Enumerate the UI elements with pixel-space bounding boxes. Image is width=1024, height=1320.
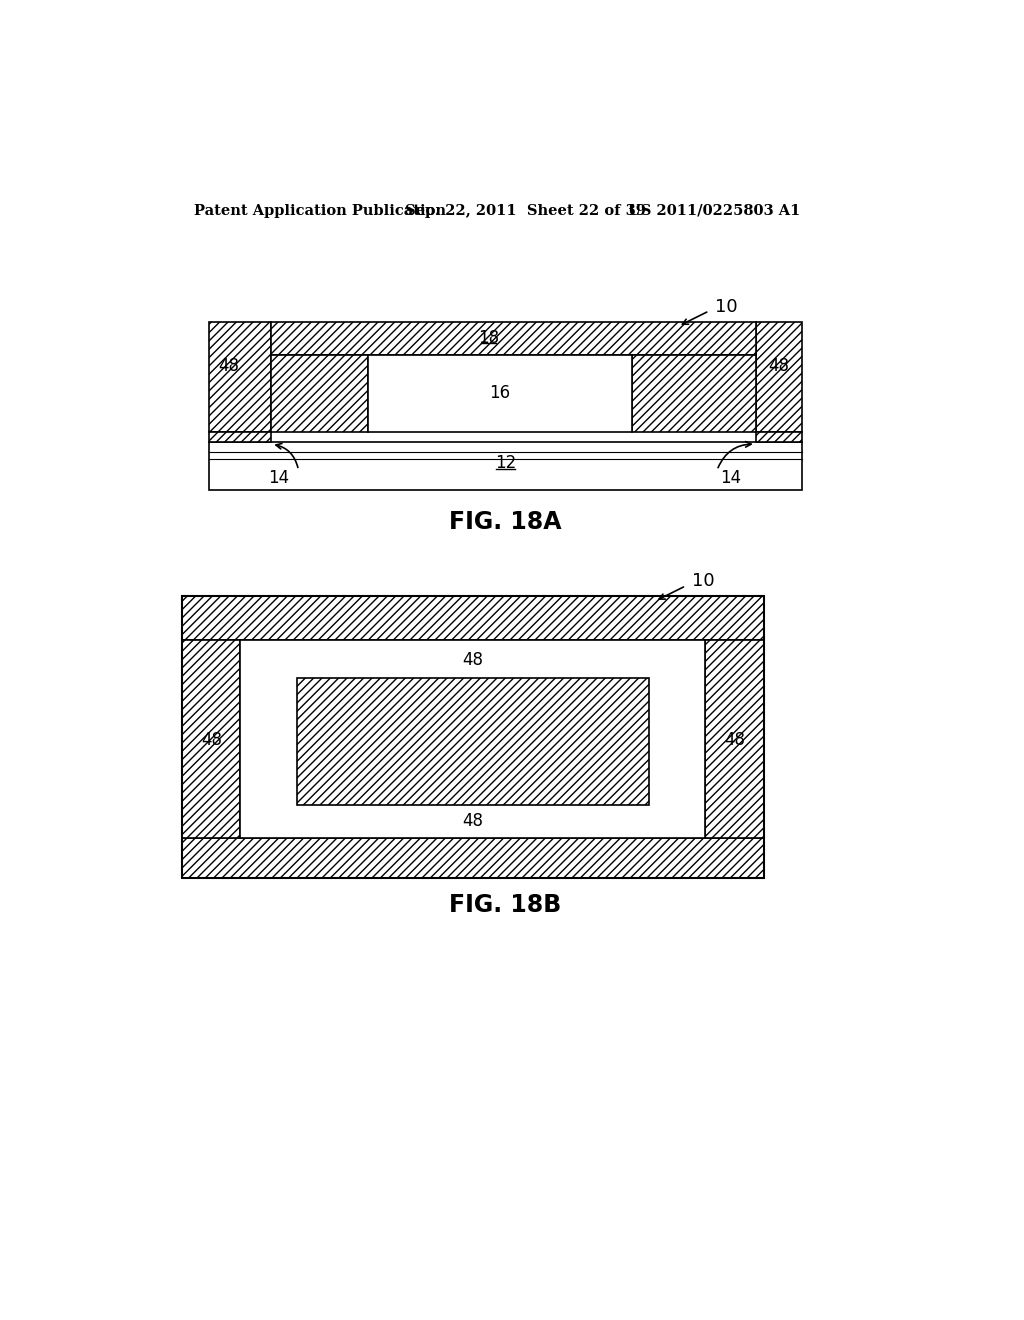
Bar [209,322,271,432]
Text: Sep. 22, 2011  Sheet 22 of 39: Sep. 22, 2011 Sheet 22 of 39 [406,203,646,218]
Text: 14: 14 [268,469,290,487]
Bar [209,442,802,490]
Bar [297,678,649,805]
Bar [182,640,241,838]
Bar [241,640,706,838]
Text: 10: 10 [692,572,715,590]
Bar [756,432,802,442]
Bar [369,355,632,432]
Bar [182,838,764,878]
Text: 48: 48 [201,731,222,748]
Text: FIG. 18A: FIG. 18A [450,510,562,533]
Bar [271,355,369,432]
Bar [756,322,802,432]
Bar [182,595,764,878]
Text: 18: 18 [478,329,499,347]
Text: 48: 48 [768,358,790,375]
Text: Patent Application Publication: Patent Application Publication [194,203,445,218]
Text: 48: 48 [218,358,240,375]
Bar [271,322,756,355]
Text: 48: 48 [724,731,744,748]
Text: 16: 16 [489,384,511,403]
Text: US 2011/0225803 A1: US 2011/0225803 A1 [628,203,800,218]
Text: FIG. 18B: FIG. 18B [450,894,561,917]
Bar [209,432,271,442]
Text: 48: 48 [463,812,483,829]
Text: 14: 14 [721,469,741,487]
Text: 10: 10 [716,298,738,315]
Text: 12: 12 [495,454,516,471]
Text: 18: 18 [462,733,483,751]
Text: 48: 48 [463,651,483,669]
Bar [182,595,764,640]
Bar [632,355,756,432]
Bar [706,640,764,838]
